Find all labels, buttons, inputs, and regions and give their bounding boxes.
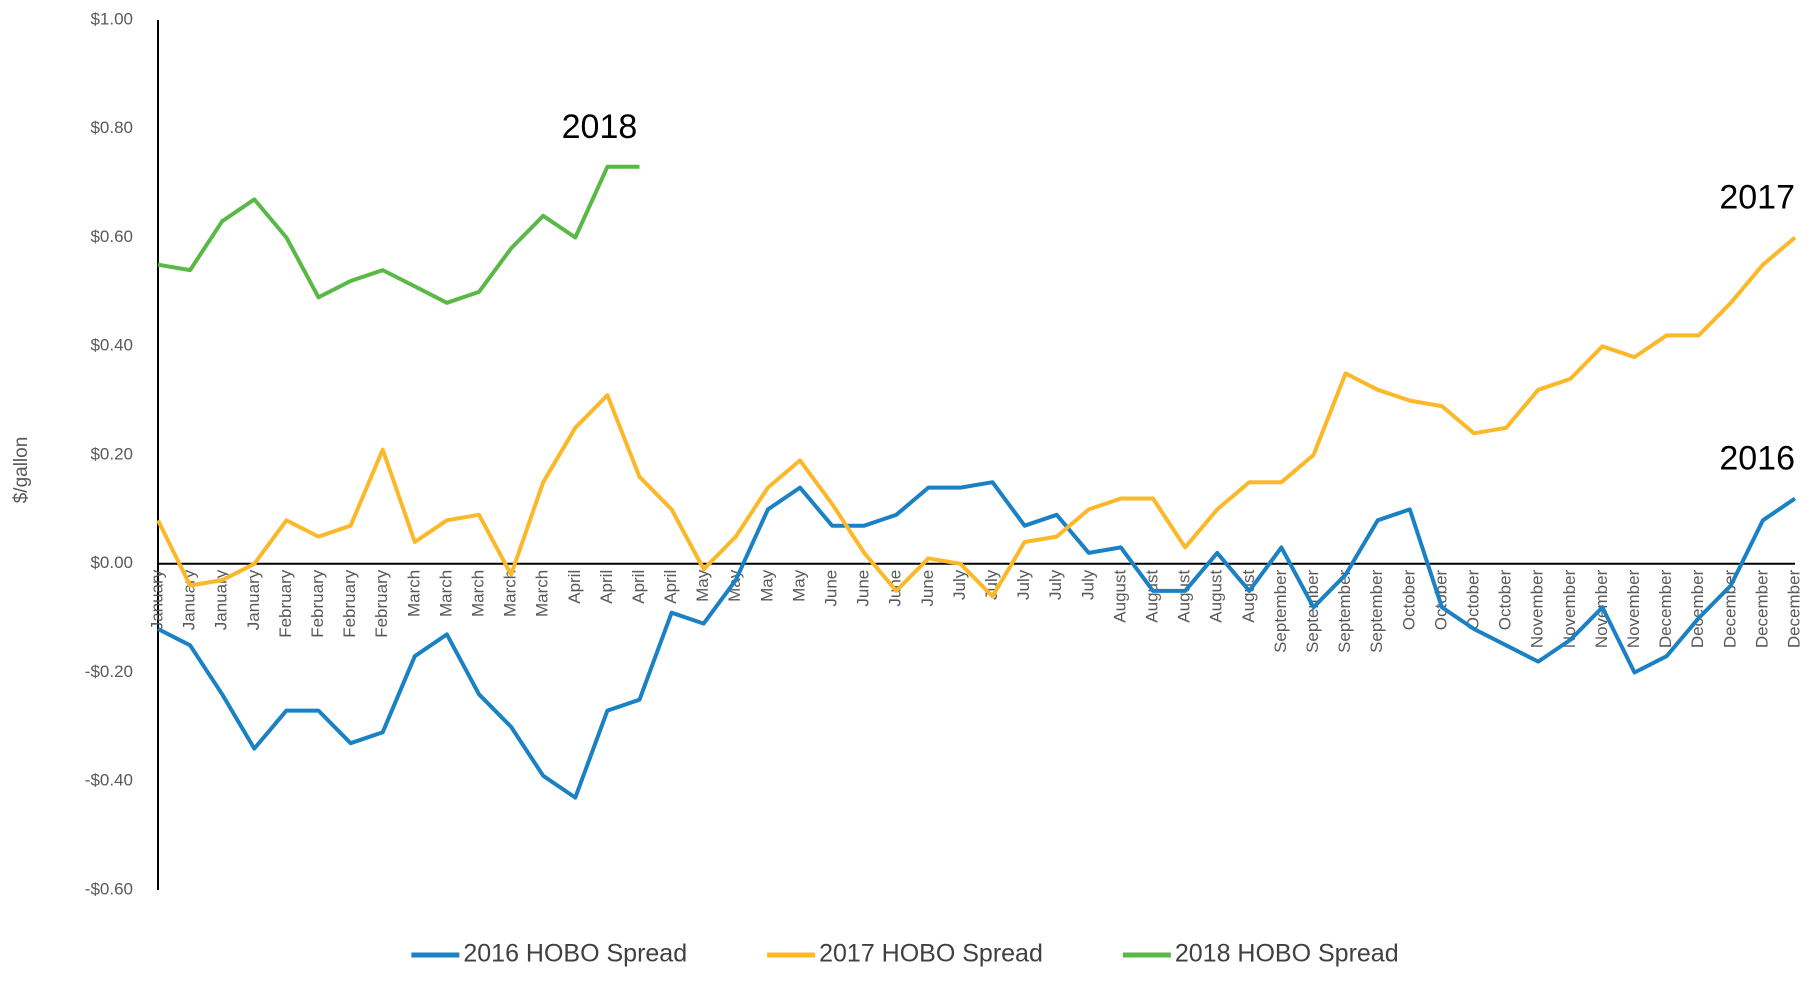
series-line — [156, 235, 1797, 599]
x-tick-label: April — [629, 570, 648, 604]
x-tick-label: December — [1752, 569, 1771, 648]
annotation: 2016 — [1719, 439, 1795, 477]
x-tick-label: October — [1496, 569, 1515, 630]
x-tick-label: March — [468, 570, 487, 617]
x-tick-label: February — [340, 569, 359, 638]
legend-label: 2017 HOBO Spread — [819, 940, 1043, 968]
y-tick-label: $0.80 — [90, 118, 133, 137]
y-tick-label: $0.20 — [90, 444, 133, 463]
x-tick-label: January — [212, 569, 231, 630]
x-tick-label: July — [1014, 569, 1033, 600]
y-tick-label: $1.00 — [90, 9, 133, 28]
x-tick-label: May — [693, 569, 712, 602]
x-tick-label: August — [1110, 569, 1129, 622]
annotation: 2018 — [562, 108, 638, 146]
x-tick-label: May — [789, 569, 808, 602]
x-tick-label: July — [1046, 569, 1065, 600]
x-tick-label: January — [147, 569, 166, 630]
x-tick-label: March — [404, 570, 423, 617]
x-tick-label: December — [1656, 569, 1675, 648]
x-tick-label: September — [1271, 569, 1290, 652]
x-tick-label: April — [565, 570, 584, 604]
x-tick-label: June — [822, 570, 841, 607]
x-tick-label: April — [597, 570, 616, 604]
x-tick-label: September — [1335, 569, 1354, 652]
x-tick-label: May — [757, 569, 776, 602]
y-tick-label: $0.40 — [90, 336, 133, 355]
x-tick-label: December — [1720, 569, 1739, 648]
x-tick-label: March — [533, 570, 552, 617]
x-tick-label: July — [1078, 569, 1097, 600]
x-tick-label: November — [1528, 569, 1547, 648]
legend-label: 2016 HOBO Spread — [463, 940, 687, 968]
annotation: 2017 — [1719, 178, 1795, 216]
x-tick-label: June — [918, 570, 937, 607]
x-tick-label: March — [501, 570, 520, 617]
legend-label: 2018 HOBO Spread — [1175, 940, 1399, 968]
x-tick-label: October — [1399, 569, 1418, 630]
x-tick-label: November — [1624, 569, 1643, 648]
x-tick-label: April — [661, 570, 680, 604]
x-tick-label: February — [276, 569, 295, 638]
x-tick-label: October — [1464, 569, 1483, 630]
x-tick-label: May — [725, 569, 744, 602]
x-tick-label: September — [1303, 569, 1322, 652]
x-tick-label: February — [372, 569, 391, 638]
x-tick-label: November — [1560, 569, 1579, 648]
x-tick-label: September — [1367, 569, 1386, 652]
y-axis-label: $/gallon — [11, 437, 32, 504]
x-tick-label: August — [1207, 569, 1226, 622]
y-tick-label: -$0.20 — [85, 662, 133, 681]
series-line — [157, 164, 640, 305]
y-tick-label: -$0.40 — [85, 771, 133, 790]
x-tick-label: January — [180, 569, 199, 630]
x-tick-label: December — [1688, 569, 1707, 648]
x-tick-label: January — [244, 569, 263, 630]
y-tick-label: -$0.60 — [85, 879, 133, 898]
x-tick-label: December — [1784, 569, 1803, 648]
legend: 2016 HOBO Spread 2017 HOBO Spread 2018 HOB… — [411, 940, 1399, 968]
x-tick-label: July — [950, 569, 969, 600]
x-tick-label: June — [854, 570, 873, 607]
x-tick-label: February — [308, 569, 327, 638]
x-tick-label: March — [436, 570, 455, 617]
x-tick-label: August — [1239, 569, 1258, 622]
y-tick-label: $0.60 — [90, 227, 133, 246]
x-tick-label: August — [1175, 569, 1194, 622]
series-line — [157, 480, 1797, 800]
y-tick-label: $0.00 — [90, 553, 133, 572]
